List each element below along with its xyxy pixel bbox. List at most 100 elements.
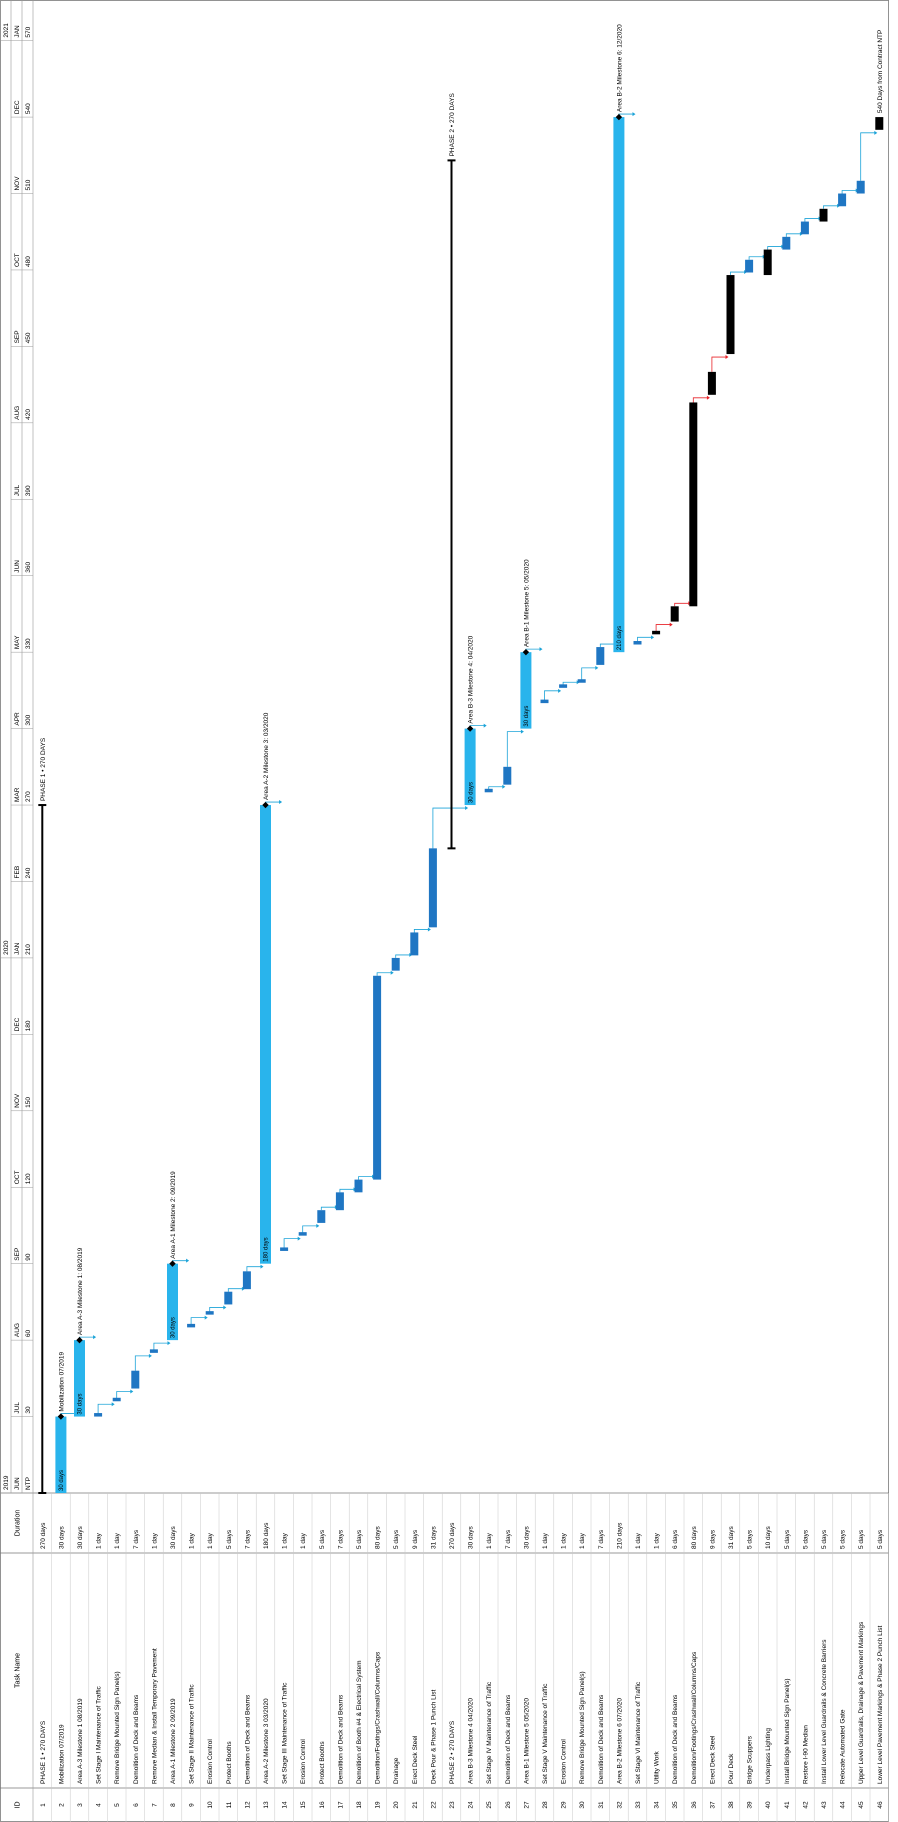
critical-task-bar xyxy=(763,249,772,276)
link-arrowhead xyxy=(651,635,655,640)
day-tick-label: 150 xyxy=(25,1097,32,1108)
dependency-link xyxy=(153,1342,170,1351)
task-name: Set Stage II Maintenance of Traffic xyxy=(189,1684,196,1784)
task-bar xyxy=(298,1232,307,1236)
dependency-link xyxy=(506,731,523,767)
task-id: 19 xyxy=(375,1801,382,1809)
year-label: 2020 xyxy=(3,940,10,955)
dependency-link xyxy=(432,807,468,849)
day-tick-label: 300 xyxy=(25,714,32,725)
month-label: JUN xyxy=(14,560,21,573)
task-id: 37 xyxy=(709,1801,716,1809)
day-tick-label: 330 xyxy=(25,638,32,649)
task-bar xyxy=(112,1397,121,1402)
task-bar xyxy=(391,957,400,971)
task-duration: 7 days xyxy=(598,1529,605,1549)
dependency-link xyxy=(376,972,393,976)
task-duration: 1 day xyxy=(114,1532,121,1549)
day-tick-label: 360 xyxy=(25,561,32,572)
critical-task-bar xyxy=(652,630,661,635)
task-duration: 10 days xyxy=(765,1525,772,1549)
task-duration: 5 days xyxy=(802,1529,809,1549)
milestone-label: Area A-1 Milestone 2: 09/2019 xyxy=(170,1171,177,1259)
dependency-link xyxy=(339,1188,356,1193)
year-label: 2019 xyxy=(3,1475,10,1490)
task-name: Restore I-90 Median xyxy=(802,1725,809,1784)
task-name: Bridge Scuppers xyxy=(747,1735,754,1784)
task-name: Protect Booths xyxy=(319,1741,326,1784)
month-label: JUL xyxy=(14,484,21,496)
dependency-link xyxy=(730,271,747,276)
task-duration: 1 day xyxy=(282,1532,289,1549)
task-name: Area B-2 Milestone 6 07/2020 xyxy=(616,1698,623,1784)
critical-task-bar xyxy=(689,402,698,607)
task-id: 30 xyxy=(579,1801,586,1809)
task-duration: 1 day xyxy=(189,1532,196,1549)
month-label: JUL xyxy=(14,1402,21,1414)
task-bar xyxy=(782,236,791,250)
task-bar xyxy=(224,1291,233,1305)
task-id: 33 xyxy=(635,1801,642,1809)
milestone-label: Area B-1 Milestone 5: 05/2020 xyxy=(523,559,530,647)
task-bar xyxy=(633,641,642,645)
task-duration: 30 days xyxy=(170,1525,177,1549)
summary-label: PHASE 1 • 270 DAYS xyxy=(40,737,47,801)
timescale-header: 2019 2020 2021 JUN NTP JUL 30 AUG 60 SEP 90 OCT 120 N… xyxy=(3,23,32,1490)
link-arrowhead xyxy=(204,1315,208,1320)
milestone-label: Area A-3 Milestone 1: 08/2019 xyxy=(77,1247,84,1335)
link-arrowhead xyxy=(111,1402,115,1407)
task-bar xyxy=(335,1192,344,1211)
bar-duration-label: 30 days xyxy=(524,706,530,727)
link-arrowhead xyxy=(427,927,431,932)
critical-task-bar xyxy=(819,208,828,222)
task-bar xyxy=(373,975,382,1180)
task-name: Set Stage IV Maintenance of Traffic xyxy=(486,1681,493,1784)
task-name: Demolition of Deck and Beams xyxy=(337,1694,344,1784)
month-label: DEC xyxy=(14,1017,21,1031)
task-name: Area B-1 Milestone 5 05/2020 xyxy=(523,1698,530,1784)
task-id: 40 xyxy=(765,1801,772,1809)
month-label: NOV xyxy=(14,1093,21,1108)
month-label: OCT xyxy=(14,1170,21,1184)
task-id: 1 xyxy=(40,1803,47,1807)
month-label: DEC xyxy=(14,100,21,114)
task-id: 14 xyxy=(282,1801,289,1809)
dependency-link xyxy=(562,681,579,686)
task-duration: 31 days xyxy=(430,1525,437,1549)
link-arrowhead xyxy=(520,729,524,734)
task-id: 5 xyxy=(114,1803,121,1807)
critical-link xyxy=(674,602,691,607)
task-name: Demolition of Deck and Beams xyxy=(244,1694,251,1784)
task-name: Demolition of Deck and Beams xyxy=(672,1694,679,1784)
dependency-link xyxy=(748,256,765,260)
dependency-link xyxy=(283,1238,300,1249)
link-arrowhead xyxy=(167,1341,171,1346)
task-id: 36 xyxy=(691,1801,698,1809)
task-bar xyxy=(131,1370,140,1389)
task-bar xyxy=(856,180,865,194)
critical-task-bar xyxy=(726,275,735,355)
task-name: Upper Level Guardrails, Drainage & Pavem… xyxy=(858,1621,865,1784)
milestone-area-bar xyxy=(74,1340,85,1417)
day-tick-label: 540 xyxy=(25,103,32,114)
day-tick-label: 60 xyxy=(25,1330,32,1338)
dependency-link xyxy=(767,246,784,250)
bar-duration-label: 30 days xyxy=(171,1317,177,1338)
task-id: 17 xyxy=(337,1801,344,1809)
task-name: Demolition of Booth #4 & Electrical Syst… xyxy=(356,1660,363,1784)
task-duration: 80 days xyxy=(375,1525,382,1549)
dependency-link xyxy=(823,205,840,209)
milestone-area-bar xyxy=(520,652,532,729)
task-duration: 1 day xyxy=(542,1532,549,1549)
task-name: Set Stage VI Maintenance of Traffic xyxy=(635,1681,642,1784)
link-arrowhead xyxy=(279,800,283,805)
bar-duration-label: 30 days xyxy=(468,782,474,803)
link-arrowhead xyxy=(465,806,469,811)
dependency-link xyxy=(581,667,598,681)
milestone-diamond xyxy=(262,801,269,809)
milestone-label: Area B-2 Milestone 6: 12/2020 xyxy=(616,24,623,112)
task-duration: 1 day xyxy=(96,1532,103,1549)
task-duration: 9 days xyxy=(412,1529,419,1549)
dependency-link xyxy=(246,1266,263,1272)
dependency-link xyxy=(860,132,877,181)
